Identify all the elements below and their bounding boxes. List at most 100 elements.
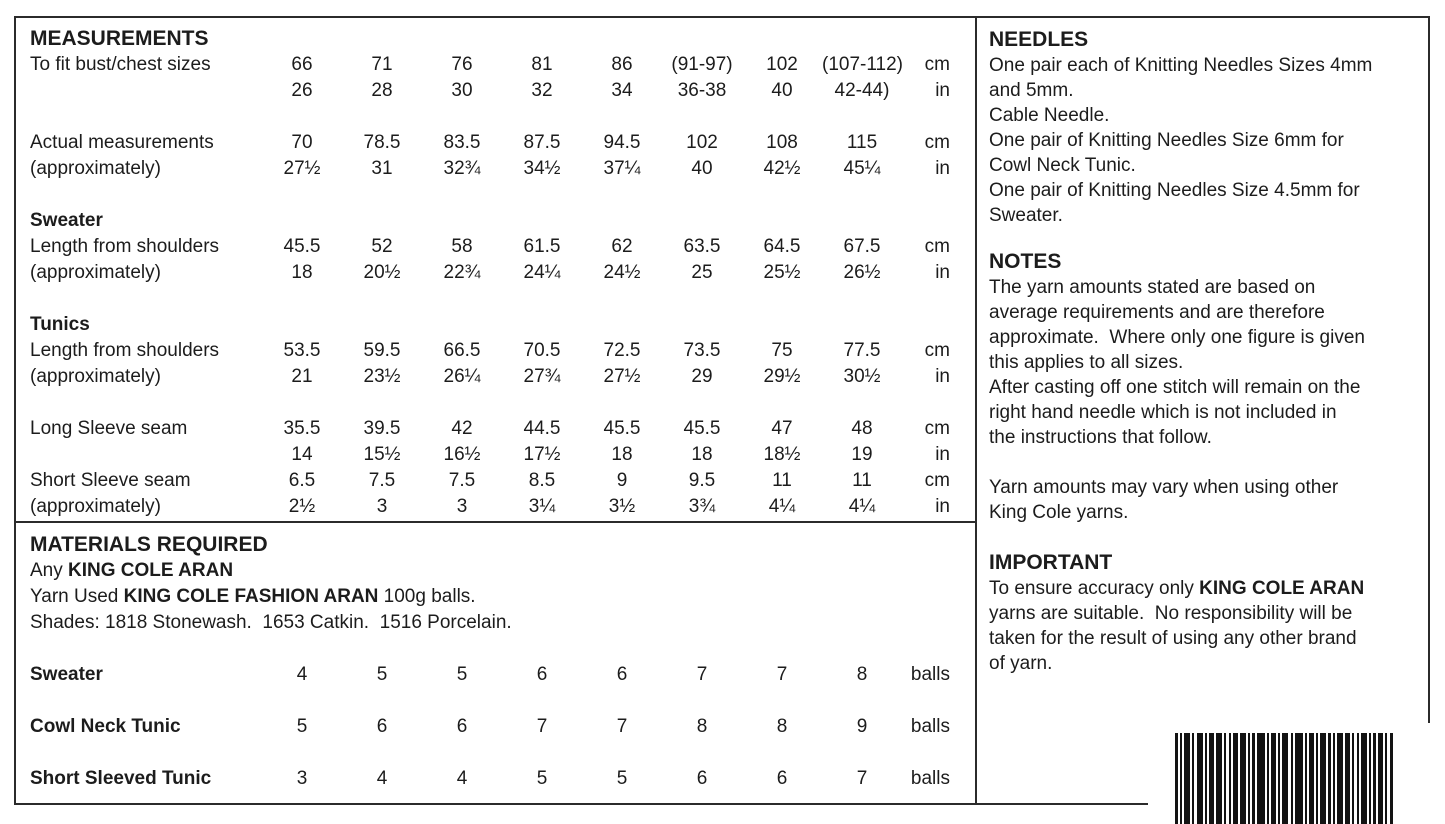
- size-value-cell: 27½: [283, 158, 321, 179]
- size-value-cell: 9: [616, 470, 628, 491]
- size-value-cell: 37¼: [603, 158, 641, 179]
- size-value-cell: 6: [456, 716, 468, 737]
- size-value-cell: 27½: [603, 366, 641, 387]
- measurements-subheading-row: Sweater: [16, 208, 973, 234]
- row-label: [16, 78, 262, 104]
- size-value-cell: 5: [456, 664, 468, 685]
- size-value-cell: 66: [291, 54, 313, 75]
- important-paragraph: To ensure accuracy only KING COLE ARAN y…: [989, 576, 1425, 676]
- measurements-in-row: 14 15½ 16½ 17½ 18 18 18½ 19 in: [16, 442, 973, 468]
- size-value-cell: 2½: [288, 496, 316, 517]
- size-value-cell: 59.5: [363, 340, 401, 361]
- barcode-bar: [1282, 733, 1288, 824]
- measurements-in-row: 26 28 30 32 34 36-38 40 42-44) in: [16, 78, 973, 104]
- size-value-cell: 18: [291, 262, 313, 283]
- materials-used-suffix: 100g balls.: [378, 586, 476, 607]
- size-value-cell: 5: [296, 716, 308, 737]
- table-spacer: [16, 390, 973, 416]
- size-value-cell: 48: [851, 418, 873, 439]
- size-value-cell: 8: [776, 716, 788, 737]
- border-left: [14, 16, 16, 805]
- measurements-cm-row: Length from shoulders 53.5 59.5 66.5 70.5 72.…: [16, 338, 973, 364]
- size-value-cell: 7.5: [368, 470, 396, 491]
- barcode-bar: [1205, 733, 1207, 824]
- size-value-cell: 4: [456, 768, 468, 789]
- size-value-cell: 5: [536, 768, 548, 789]
- size-value-cell: 64.5: [763, 236, 801, 257]
- size-value-cell: 81: [531, 54, 553, 75]
- needles-section: NEEDLES One pair each of Knitting Needle…: [989, 27, 1425, 228]
- measurements-section: MEASUREMENTS To fit bust/chest sizes 66 71…: [16, 16, 973, 520]
- measurements-materials-divider: [14, 521, 977, 523]
- table-spacer: [16, 182, 973, 208]
- materials-balls-table: Sweater 4 5 5 6 6 7 7 8 balls Cowl Neck Tunic 5 6 6 7 7…: [16, 662, 973, 792]
- barcode-bar: [1337, 733, 1343, 824]
- row-label: [16, 442, 262, 468]
- size-value-cell: 47: [771, 418, 793, 439]
- barcode-bar: [1248, 733, 1250, 824]
- size-value-cell: 3: [456, 496, 468, 517]
- row-label: Tunics: [30, 314, 90, 335]
- size-value-cell: 7.5: [448, 470, 476, 491]
- size-value-cell: 7: [856, 768, 868, 789]
- measurements-cm-row: Long Sleeve seam 35.5 39.5 42 44.5 45.5 45.5 47…: [16, 416, 973, 442]
- barcode-bar: [1197, 733, 1203, 824]
- table-spacer: [16, 286, 973, 312]
- size-value-cell: 40: [771, 80, 793, 101]
- barcode-bar: [1328, 733, 1331, 824]
- size-value-cell: 17½: [523, 444, 561, 465]
- size-value-cell: 87.5: [523, 132, 561, 153]
- row-label: To fit bust/chest sizes: [30, 54, 211, 75]
- measurements-in-row: (approximately) 21 23½ 26¼ 27¾ 27½ 29 29½ 30½ in: [16, 364, 973, 390]
- size-value-cell: 9.5: [688, 470, 716, 491]
- size-value-cell: 3¼: [528, 496, 556, 517]
- measurements-cm-row: To fit bust/chest sizes 66 71 76 81 86 (91-97)…: [16, 52, 973, 78]
- size-value-cell: 44.5: [523, 418, 561, 439]
- border-top: [14, 16, 1430, 18]
- size-value-cell: 102: [766, 54, 798, 75]
- notes-paragraph: After casting off one stitch will remain…: [989, 377, 1361, 448]
- size-value-cell: 45.5: [603, 418, 641, 439]
- unit-cell: cm: [924, 54, 950, 75]
- size-value-cell: 6: [776, 768, 788, 789]
- materials-yarn-used-line: Yarn Used KING COLE FASHION ARAN 100g ba…: [16, 584, 973, 610]
- size-value-cell: 26¼: [443, 366, 481, 387]
- size-value-cell: 19: [851, 444, 873, 465]
- measurements-in-row: (approximately) 2½ 3 3 3¼ 3½ 3¾ 4¼ 4¼ in: [16, 494, 973, 520]
- measurements-table: To fit bust/chest sizes 66 71 76 81 86 (91-97)…: [16, 52, 973, 520]
- size-value-cell: 25½: [763, 262, 801, 283]
- size-value-cell: 7: [536, 716, 548, 737]
- notes-title: NOTES: [989, 250, 1062, 273]
- size-value-cell: 24½: [603, 262, 641, 283]
- important-section: IMPORTANT To ensure accuracy only KING C…: [989, 550, 1425, 676]
- materials-balls-row: Cowl Neck Tunic 5 6 6 7 7 8 8 9 balls: [16, 714, 973, 740]
- row-label: (approximately): [30, 496, 161, 517]
- size-value-cell: 62: [611, 236, 633, 257]
- size-value-cell: 34: [611, 80, 633, 101]
- row-label: (approximately): [30, 158, 161, 179]
- size-value-cell: 52: [371, 236, 393, 257]
- size-value-cell: 18: [611, 444, 633, 465]
- materials-used-prefix: Yarn Used: [30, 586, 124, 607]
- materials-brand-fashion-aran: KING COLE FASHION ARAN: [123, 586, 379, 607]
- size-value-cell: 14: [291, 444, 313, 465]
- materials-yarn-any-line: Any KING COLE ARAN: [16, 558, 973, 584]
- size-value-cell: 72.5: [603, 340, 641, 361]
- unit-cell: cm: [924, 418, 950, 439]
- size-value-cell: 8: [856, 664, 868, 685]
- barcode-bar: [1378, 733, 1383, 824]
- row-label: Length from shoulders: [30, 236, 220, 257]
- barcode-bar: [1390, 733, 1393, 824]
- unit-cell: in: [935, 366, 950, 387]
- unit-cell: balls: [910, 716, 950, 737]
- size-value-cell: 20½: [363, 262, 401, 283]
- barcode-bar: [1180, 733, 1182, 824]
- barcode-bar: [1278, 733, 1280, 824]
- size-value-cell: 8: [696, 716, 708, 737]
- size-value-cell: 42-44): [834, 80, 890, 101]
- barcode-bar: [1233, 733, 1238, 824]
- size-value-cell: 77.5: [843, 340, 881, 361]
- important-suffix: yarns are suitable. No responsibility wi…: [989, 603, 1357, 674]
- important-brand: KING COLE ARAN: [1199, 578, 1365, 599]
- size-value-cell: 26½: [843, 262, 881, 283]
